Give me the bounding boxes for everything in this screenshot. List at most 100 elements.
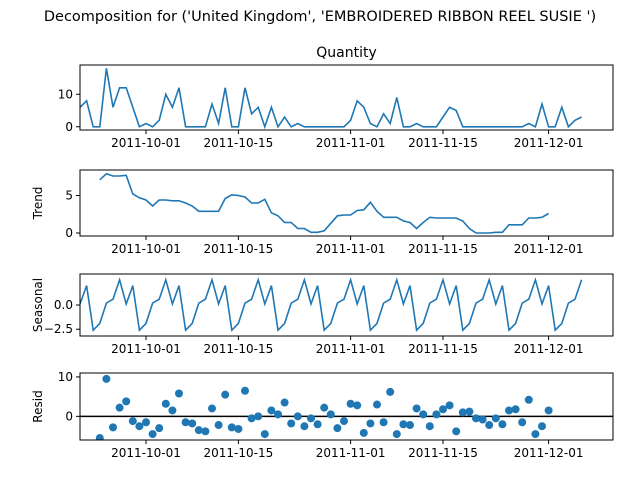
resid-ytick-label: 0 [65, 409, 73, 423]
quantity-title: Quantity [316, 45, 377, 61]
seasonal-xtick-label: 2011-12-01 [514, 342, 584, 356]
resid-point [392, 430, 401, 439]
resid-point [346, 399, 355, 408]
resid-xtick-label: 2011-11-15 [408, 446, 478, 460]
trend-axes-frame [79, 169, 614, 237]
resid-point [432, 410, 441, 419]
trend-xtick-label: 2011-11-15 [408, 242, 478, 256]
resid-point [280, 398, 289, 407]
resid-axes-frame [79, 372, 614, 441]
resid-point [406, 421, 414, 430]
resid-point [511, 405, 520, 414]
resid-ylabel: Resid [31, 390, 45, 422]
resid-point [267, 406, 276, 415]
resid-point [326, 410, 335, 419]
resid-point [419, 410, 428, 419]
resid-point [485, 421, 494, 430]
resid-point [445, 401, 454, 410]
resid-point [128, 417, 137, 426]
resid-point [320, 403, 329, 412]
resid-point [201, 427, 210, 436]
resid-point [491, 414, 500, 423]
seasonal-xtick-label: 2011-10-15 [204, 342, 274, 356]
resid-ytick-label: 10 [58, 370, 73, 384]
quantity-series-line [80, 68, 582, 130]
seasonal-xtick-label: 2011-10-01 [111, 342, 181, 356]
trend-xtick-label: 2011-12-01 [514, 242, 584, 256]
resid-point [142, 418, 150, 427]
resid-point [505, 406, 513, 415]
trend-panel: Trend 0 5 2011-10-01 2011-10-15 2011-11-01 201… [31, 169, 614, 256]
resid-point [214, 421, 223, 430]
seasonal-panel: Seasonal 0.0 −2.5 2011-10-01 2011-10-15 2011-… [31, 273, 614, 356]
resid-point [122, 397, 131, 406]
resid-point [386, 387, 395, 396]
trend-xtick-label: 2011-11-01 [316, 242, 386, 256]
resid-point [353, 401, 362, 410]
resid-point [531, 430, 540, 439]
trend-xtick-label: 2011-10-15 [204, 242, 274, 256]
resid-point [293, 412, 302, 421]
trend-series-line [99, 172, 549, 234]
quantity-panel: Quantity 0 10 2011-10-01 2011-10-15 2011-11-0… [58, 45, 614, 150]
seasonal-series-line [80, 277, 583, 332]
resid-xtick-label: 2011-10-01 [111, 446, 181, 460]
resid-point [155, 424, 164, 433]
resid-point [425, 422, 434, 431]
resid-point [478, 415, 487, 424]
resid-point [366, 419, 375, 428]
resid-point [168, 406, 177, 415]
resid-point [498, 420, 507, 429]
resid-point [518, 418, 527, 427]
resid-point [439, 405, 447, 414]
resid-point [313, 420, 322, 429]
quantity-axes-frame [79, 64, 614, 131]
resid-point [287, 419, 296, 428]
resid-point [175, 389, 183, 398]
resid-panel: Resid 0 10 2011-10-01 2011-10-15 2011-11-01 20… [31, 370, 614, 460]
resid-point [340, 417, 348, 426]
resid-point [254, 412, 263, 421]
quantity-xtick-label: 2011-10-01 [111, 136, 181, 150]
resid-point [102, 374, 111, 383]
quantity-xtick-label: 2011-10-15 [204, 136, 274, 150]
resid-point [208, 404, 216, 413]
resid-point [465, 407, 474, 416]
trend-ylabel: Trend [31, 187, 45, 221]
resid-point [95, 434, 104, 440]
resid-point [300, 422, 309, 431]
resid-point [458, 408, 467, 417]
figure-suptitle: Decomposition for ('United Kingdom', 'EM… [44, 9, 596, 25]
seasonal-axes-frame [79, 273, 614, 337]
resid-point [234, 424, 243, 433]
resid-point [221, 390, 230, 399]
resid-point [260, 430, 269, 439]
quantity-xtick-label: 2011-11-01 [316, 136, 386, 150]
quantity-ytick-label: 0 [65, 120, 73, 134]
resid-point [188, 419, 197, 428]
trend-xtick-label: 2011-10-01 [111, 242, 181, 256]
resid-point [452, 427, 461, 436]
seasonal-xtick-label: 2011-11-15 [408, 342, 478, 356]
quantity-xtick-label: 2011-12-01 [514, 136, 584, 150]
trend-ytick-label: 5 [65, 189, 73, 203]
resid-point [148, 430, 157, 439]
resid-point [472, 414, 480, 423]
resid-point [307, 414, 315, 423]
resid-point [544, 406, 553, 415]
resid-xtick-label: 2011-10-15 [204, 446, 274, 460]
resid-point [181, 418, 190, 427]
resid-point [412, 404, 421, 413]
resid-xtick-label: 2011-12-01 [514, 446, 584, 460]
quantity-xtick-label: 2011-11-15 [408, 136, 478, 150]
seasonal-ytick-label: 0.0 [54, 298, 73, 312]
resid-point [115, 403, 124, 412]
resid-point [247, 414, 256, 423]
subplot-panels: Quantity 0 10 2011-10-01 2011-10-15 2011-11-0… [31, 45, 614, 460]
resid-point [538, 422, 546, 431]
seasonal-ytick-label: −2.5 [44, 322, 73, 336]
resid-point [274, 410, 282, 419]
resid-point [109, 423, 117, 432]
resid-point [524, 395, 533, 404]
